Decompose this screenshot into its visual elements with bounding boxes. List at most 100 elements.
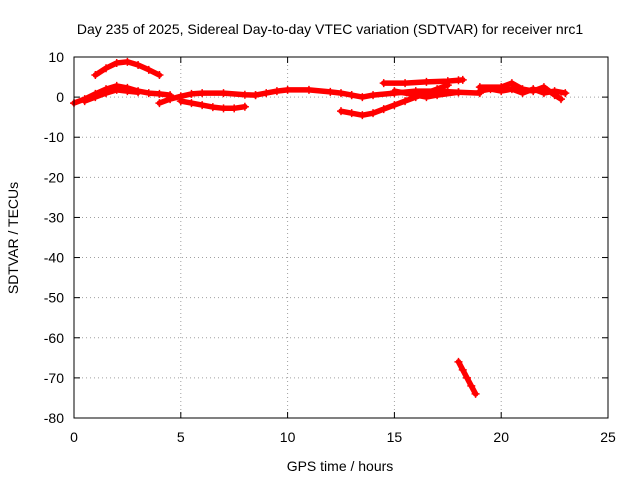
y-tick-label: -20 (44, 169, 64, 185)
data-point (91, 71, 100, 80)
x-tick-label: 5 (177, 429, 185, 445)
data-point (134, 88, 143, 97)
data-point (187, 89, 196, 98)
data-point (550, 91, 559, 100)
data-point (304, 85, 313, 94)
data-point (208, 103, 217, 112)
data-point (433, 91, 442, 100)
data-point (155, 89, 164, 98)
data-point (230, 104, 239, 113)
x-tick-label: 10 (280, 429, 296, 445)
data-point (379, 105, 388, 114)
data-point (326, 87, 335, 96)
data-point (262, 89, 271, 98)
x-tick-label: 25 (600, 429, 616, 445)
data-point (337, 107, 345, 116)
y-tick-label: -70 (44, 370, 64, 386)
x-axis-label: GPS time / hours (287, 458, 394, 474)
data-point (454, 88, 463, 97)
data-point (144, 89, 153, 98)
tick-layer: 0 5 10 15 20 25 10 0 -10 -20 -30 -40 -50 -60 -70 -80 (44, 49, 616, 445)
data-point (422, 77, 431, 86)
y-tick-label: -60 (44, 330, 64, 346)
data-point (475, 83, 484, 92)
series-layer (70, 57, 570, 398)
data-point (166, 95, 175, 104)
data-point (187, 99, 196, 108)
data-point (467, 381, 476, 390)
data-point (80, 97, 89, 106)
data-point (422, 93, 431, 102)
y-tick-label: 0 (56, 89, 64, 105)
data-point (123, 57, 132, 66)
chart-title: Day 235 of 2025, Sidereal Day-to-day VTE… (77, 21, 583, 37)
data-point (347, 91, 356, 100)
data-point (155, 99, 164, 108)
y-axis-label: SDTVAR / TECUs (5, 182, 21, 294)
data-point (240, 90, 249, 99)
data-point (458, 365, 467, 374)
data-point (251, 91, 260, 100)
data-point (176, 97, 185, 106)
data-point (557, 95, 566, 104)
data-point (112, 59, 121, 68)
data-point (198, 89, 207, 98)
y-tick-label: -40 (44, 250, 64, 266)
data-point (401, 79, 410, 88)
series-arc-9 (379, 75, 467, 88)
data-point (471, 389, 480, 398)
data-point (561, 89, 570, 98)
data-point (144, 65, 153, 74)
data-point (219, 104, 228, 113)
data-point (507, 79, 516, 88)
data-point (155, 71, 164, 80)
data-point (443, 77, 452, 86)
series-arc-13 (454, 357, 480, 398)
data-point (283, 85, 292, 94)
data-point (112, 85, 121, 94)
data-point (272, 87, 281, 96)
series-arc-6 (251, 85, 356, 100)
data-point (539, 83, 548, 92)
data-point (497, 83, 506, 92)
plot-frame (73, 56, 609, 419)
data-point (198, 101, 207, 110)
series-arc-10 (390, 87, 463, 102)
x-tick-label: 20 (493, 429, 509, 445)
data-point (369, 91, 378, 100)
series-arc-2 (80, 85, 143, 106)
data-point (123, 87, 132, 96)
data-point (411, 91, 420, 100)
series-arc-12 (475, 79, 566, 104)
y-tick-label: -30 (44, 209, 64, 225)
data-point (529, 87, 538, 96)
data-point (369, 109, 378, 118)
data-point (358, 111, 367, 120)
data-point (454, 357, 463, 366)
y-tick-label: -10 (44, 129, 64, 145)
series-arc-3 (91, 57, 164, 80)
data-point (102, 89, 111, 98)
grid-layer (74, 57, 608, 418)
data-point (358, 93, 367, 102)
data-point (337, 89, 345, 98)
x-tick-label: 0 (70, 429, 78, 445)
data-point (102, 64, 111, 73)
data-point (458, 75, 467, 84)
data-point (91, 93, 100, 102)
data-point (401, 97, 410, 106)
data-point (347, 109, 356, 118)
y-tick-label: 10 (48, 49, 64, 65)
data-point (390, 101, 399, 110)
data-point (219, 89, 228, 98)
data-point (379, 79, 388, 88)
x-tick-label: 15 (387, 429, 403, 445)
data-point (390, 87, 399, 96)
y-tick-label: -80 (44, 410, 64, 426)
data-point (518, 85, 527, 94)
data-point (240, 102, 249, 111)
y-tick-label: -50 (44, 290, 64, 306)
data-point (134, 61, 143, 70)
series-arc-5 (176, 97, 249, 113)
